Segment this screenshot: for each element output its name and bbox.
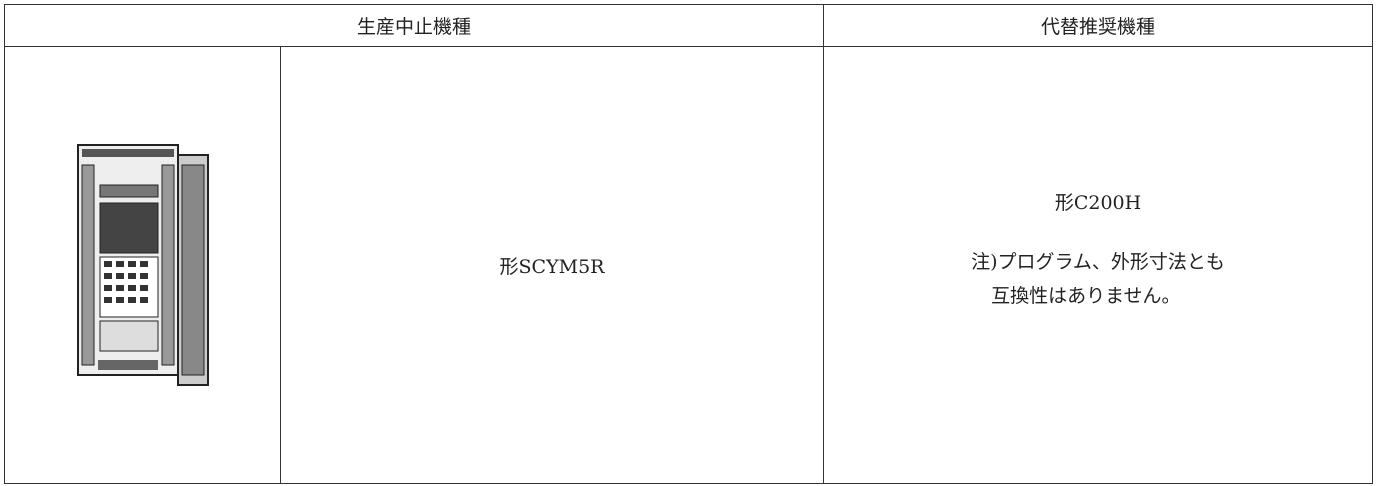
header-text: 生産中止機種	[356, 16, 471, 38]
header-cell: 代替推奨機種	[823, 4, 1373, 47]
note-line: 注)プログラム、外形寸法とも	[971, 250, 1225, 273]
note-line: 互換性はありません。	[991, 284, 1181, 307]
replacement-cell: 形C200H 注)プログラム、外形寸法とも 互換性はありません。	[823, 46, 1373, 484]
header-cell: 生産中止機種	[4, 4, 824, 47]
discontinued-cell: 形SCYM5R	[280, 46, 824, 484]
product-image	[76, 144, 209, 386]
note: 注)プログラム、外形寸法とも 互換性はありません。	[971, 245, 1225, 313]
header-text: 代替推奨機種	[1040, 16, 1155, 38]
image-cell	[4, 46, 281, 484]
model-name: 形SCYM5R	[499, 255, 605, 278]
model-name: 形C200H	[1054, 191, 1142, 214]
